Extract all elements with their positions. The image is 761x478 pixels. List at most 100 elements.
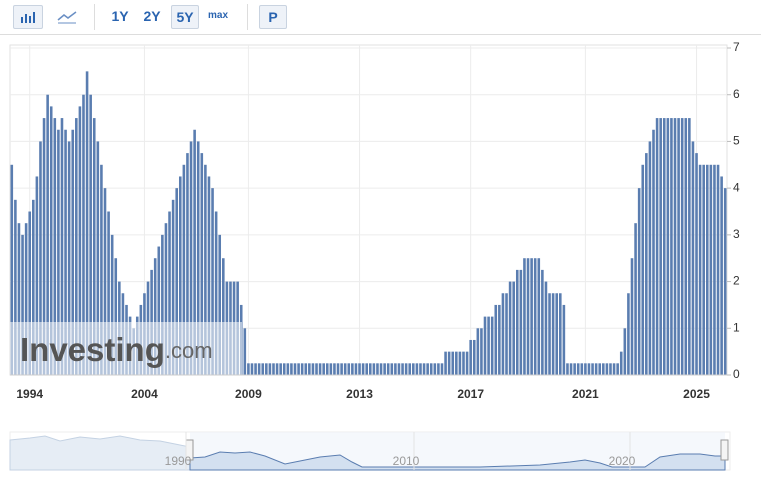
- bar: [401, 363, 404, 375]
- bar: [723, 188, 727, 375]
- bar: [433, 363, 437, 375]
- bar: [347, 363, 351, 375]
- bar: [103, 188, 107, 375]
- bar: [14, 199, 17, 375]
- bar: [612, 363, 616, 375]
- bar: [214, 211, 218, 375]
- range-button[interactable]: 2Y: [143, 8, 161, 24]
- bar: [311, 363, 315, 375]
- bar: [164, 223, 168, 375]
- bar: [218, 234, 222, 375]
- bar: [100, 164, 103, 375]
- bar: [379, 363, 383, 375]
- bar: [498, 304, 501, 375]
- bar: [279, 363, 282, 375]
- bar: [559, 293, 562, 375]
- bar: [390, 363, 394, 375]
- navigator-labels: 1990 2010 2020: [165, 432, 636, 470]
- bar: [304, 363, 308, 375]
- bar: [476, 328, 480, 375]
- navigator-handle-right[interactable]: [720, 439, 729, 461]
- bar: [472, 339, 476, 375]
- watermark-backdrop: [10, 322, 242, 375]
- bar: [501, 293, 505, 375]
- range-button[interactable]: max: [207, 10, 228, 21]
- bar: [386, 363, 390, 375]
- range-button[interactable]: 1Y: [111, 8, 129, 24]
- bar: [333, 363, 336, 375]
- bar: [178, 176, 182, 375]
- bar: [110, 234, 114, 375]
- bar: [591, 363, 594, 375]
- bar-icon: [21, 12, 35, 23]
- bar: [78, 106, 82, 376]
- bar: [196, 141, 200, 375]
- bar: [372, 363, 376, 375]
- bar: [340, 363, 343, 375]
- bar: [602, 363, 605, 375]
- bar: [533, 258, 537, 375]
- bar: [648, 141, 652, 375]
- bar: [512, 281, 515, 375]
- navigator-label: 1990: [165, 454, 192, 468]
- bar: [630, 258, 634, 375]
- bar: [447, 351, 451, 375]
- bar: [691, 141, 695, 375]
- watermark-suffix: .com: [165, 338, 213, 363]
- bar: [580, 363, 584, 375]
- navigator-series: [189, 451, 726, 471]
- bar: [465, 351, 469, 375]
- bar: [634, 223, 637, 375]
- bar: [455, 351, 458, 375]
- bar: [462, 351, 465, 375]
- x-tick-label: 1994: [16, 387, 43, 401]
- bar: [275, 363, 279, 375]
- bar: [383, 363, 386, 375]
- line-chart-button[interactable]: [53, 5, 81, 27]
- bar: [684, 118, 688, 376]
- bar: [469, 339, 472, 375]
- bar: [376, 363, 379, 375]
- bar: [508, 281, 512, 375]
- bar: [530, 258, 533, 375]
- bar: [429, 363, 433, 375]
- bar: [490, 316, 494, 375]
- bar: [555, 293, 559, 375]
- navigator-label: 2010: [393, 454, 420, 468]
- bar: [75, 118, 78, 376]
- bar: [293, 363, 297, 375]
- separator: [247, 4, 248, 30]
- bar: [483, 316, 487, 375]
- y-tick-label: 0: [733, 367, 740, 381]
- bar: [569, 363, 573, 375]
- print-button[interactable]: P: [259, 5, 287, 29]
- bar: [297, 363, 300, 375]
- toolbar: 1Y 2Y 5Y max P: [0, 0, 761, 35]
- bar: [354, 363, 358, 375]
- bar: [272, 363, 275, 375]
- bar: [153, 258, 157, 375]
- y-tick-label: 3: [733, 227, 740, 241]
- bar: [308, 363, 311, 375]
- bar: [92, 118, 96, 376]
- range-button[interactable]: 5Y: [171, 5, 199, 29]
- bar: [458, 351, 462, 375]
- bar: [698, 164, 702, 375]
- bar: [268, 363, 272, 375]
- bar: [655, 118, 659, 376]
- bar: [200, 153, 204, 375]
- bar: [551, 293, 555, 375]
- bar: [408, 363, 412, 375]
- bar: [537, 258, 541, 375]
- bar: [444, 351, 447, 375]
- bar-chart-button[interactable]: [13, 5, 43, 29]
- bar: [28, 211, 32, 375]
- bar: [652, 129, 655, 375]
- navigator-label: 2020: [609, 454, 636, 468]
- bar: [397, 363, 401, 375]
- bar: [562, 304, 566, 375]
- bar: [161, 234, 164, 375]
- bar: [89, 94, 92, 375]
- bar: [673, 118, 677, 376]
